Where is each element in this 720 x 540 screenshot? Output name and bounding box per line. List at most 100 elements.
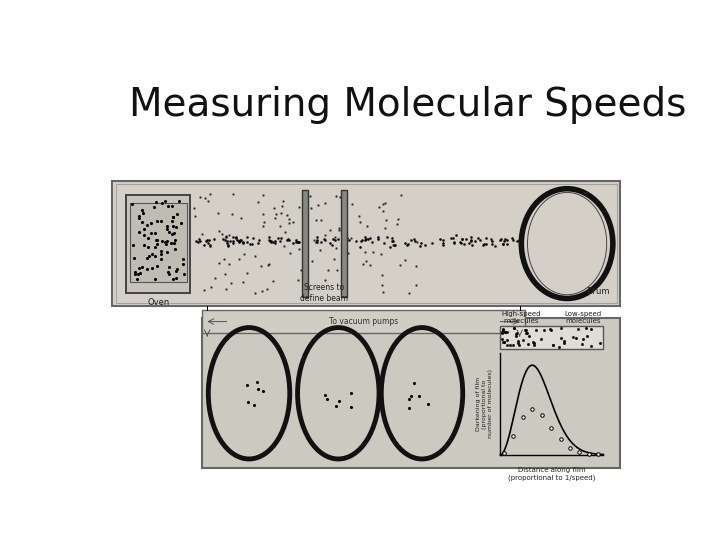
Point [501, 327, 513, 336]
Point [258, 191, 269, 200]
Point [359, 247, 371, 256]
Point [395, 191, 406, 199]
Point [504, 341, 516, 349]
Point [447, 234, 459, 242]
Point [137, 262, 148, 271]
Point [478, 240, 490, 248]
Point [208, 235, 220, 244]
Point [270, 209, 282, 218]
Point [220, 284, 232, 293]
Point [261, 285, 273, 293]
Point [585, 324, 597, 333]
Point [531, 326, 542, 334]
Point [555, 323, 567, 332]
Point [312, 201, 323, 210]
Point [469, 237, 481, 246]
Point [486, 237, 498, 245]
Point [399, 239, 410, 247]
Point [230, 234, 241, 243]
Point [257, 222, 269, 231]
Point [230, 233, 242, 241]
Point [192, 237, 203, 246]
Text: High-speed
molecules: High-speed molecules [501, 311, 541, 324]
Point [498, 338, 509, 346]
Point [498, 236, 510, 245]
Point [199, 241, 210, 249]
Point [410, 262, 422, 271]
Point [168, 239, 179, 247]
Point [167, 212, 179, 221]
Point [300, 243, 312, 252]
Point [252, 198, 264, 206]
Point [513, 341, 525, 349]
Point [523, 332, 535, 341]
Point [141, 265, 153, 273]
Point [434, 235, 446, 244]
Point [269, 204, 280, 212]
Point [513, 235, 524, 244]
Point [516, 234, 527, 243]
Point [175, 219, 186, 228]
Point [257, 387, 269, 396]
Point [528, 340, 539, 349]
Point [138, 208, 149, 217]
Point [292, 237, 304, 246]
Point [354, 242, 366, 251]
Point [178, 255, 189, 264]
Point [241, 269, 253, 278]
Point [511, 237, 523, 245]
Text: Darkening of film
(proportional to
number of molecules): Darkening of film (proportional to numbe… [476, 369, 492, 438]
Point [266, 237, 277, 245]
Point [178, 269, 189, 278]
Point [162, 202, 174, 211]
Point [334, 192, 346, 201]
Point [282, 235, 293, 244]
Point [338, 242, 350, 251]
Point [312, 235, 323, 244]
Point [319, 390, 330, 399]
Point [201, 235, 212, 244]
Point [415, 239, 426, 247]
Point [577, 335, 589, 344]
Point [238, 238, 249, 246]
Point [205, 282, 217, 291]
Point [330, 191, 341, 200]
Point [268, 277, 279, 286]
Point [252, 239, 264, 247]
Point [148, 202, 159, 211]
Point [204, 240, 215, 249]
Point [310, 216, 322, 225]
Point [143, 252, 155, 260]
Point [274, 222, 285, 231]
Point [456, 238, 467, 247]
Point [287, 239, 299, 247]
Point [414, 242, 426, 251]
Point [346, 200, 357, 208]
Point [362, 235, 374, 244]
Point [446, 234, 457, 242]
Bar [202, 319, 620, 468]
Point [170, 223, 181, 232]
Point [171, 265, 183, 274]
Point [318, 235, 330, 244]
Point [510, 330, 522, 339]
Point [174, 197, 185, 205]
Point [297, 240, 309, 248]
Point [312, 238, 323, 246]
Text: To vacuum pumps: To vacuum pumps [329, 317, 398, 326]
Point [275, 208, 287, 217]
Point [511, 328, 523, 337]
Point [387, 233, 398, 242]
Point [233, 238, 244, 246]
Point [401, 240, 413, 249]
Point [238, 250, 250, 259]
Bar [302, 191, 307, 297]
Point [509, 323, 521, 332]
Point [558, 337, 570, 346]
Point [256, 286, 268, 295]
Point [327, 235, 338, 244]
Point [409, 237, 420, 246]
Point [553, 342, 564, 351]
Point [145, 229, 157, 238]
Point [304, 192, 315, 200]
